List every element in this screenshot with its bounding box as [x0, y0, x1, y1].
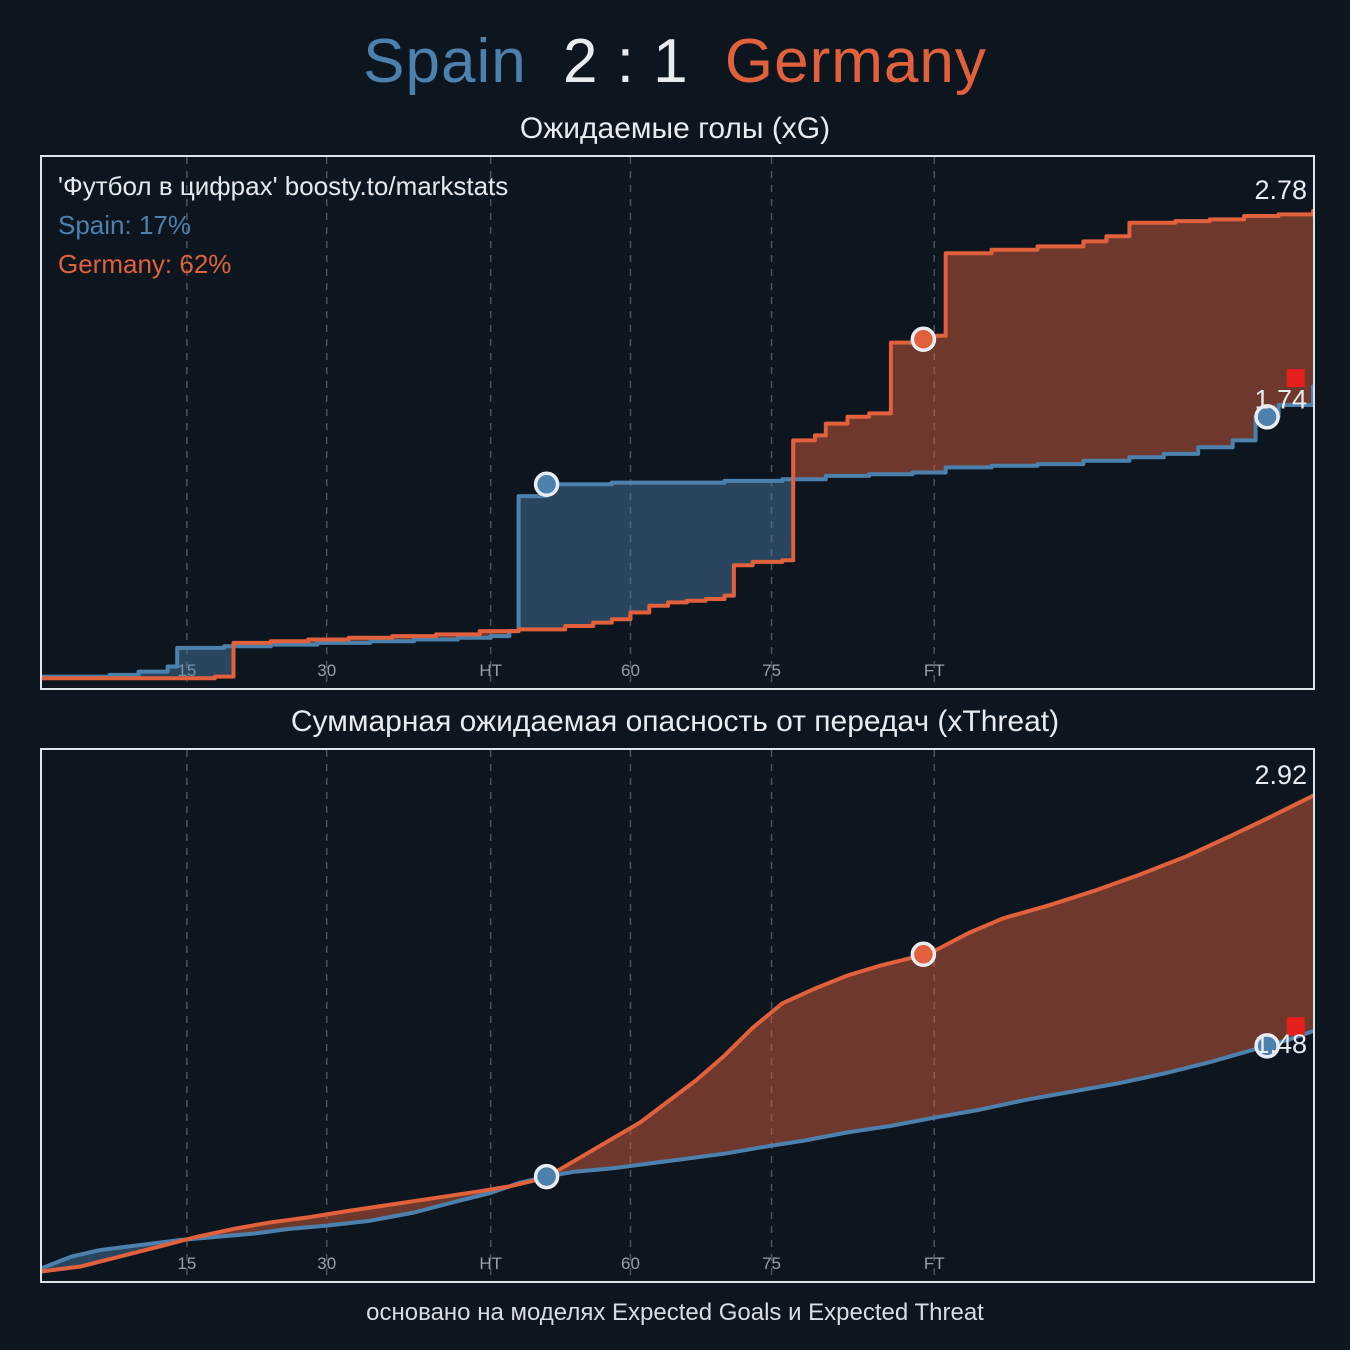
svg-text:75: 75 [762, 661, 781, 680]
xg-chart-panel: 15 30 HT 60 75 FT 1.74 2.78 'Футбол в цифрах' b… [40, 155, 1315, 691]
svg-text:75: 75 [762, 1254, 781, 1273]
svg-text:1.48: 1.48 [1254, 1029, 1307, 1059]
watermark-credit: 'Футбол в цифрах' boosty.to/markstats [58, 171, 509, 202]
away-team-name: Germany [724, 27, 987, 96]
svg-text:FT: FT [924, 1254, 945, 1273]
home-win-probability: Spain: 17% [58, 210, 191, 241]
svg-text:30: 30 [317, 1254, 336, 1273]
scoreline: Spain 2 : 1 Germany [0, 0, 1350, 97]
xthreat-chart-panel: 15 30 HT 60 75 FT 1.48 2.92 [40, 748, 1315, 1284]
xg-chart: 15 30 HT 60 75 FT 1.74 2.78 [42, 157, 1313, 689]
svg-text:30: 30 [317, 661, 336, 680]
xg-chart-title: Ожидаемые голы (xG) [519, 112, 831, 146]
svg-text:15: 15 [177, 661, 196, 680]
svg-text:HT: HT [479, 1254, 502, 1273]
footer-note: основано на моделях Expected Goals и Exp… [366, 1299, 984, 1327]
xthreat-chart: 15 30 HT 60 75 FT 1.48 2.92 [42, 750, 1313, 1282]
watermark: 'Футбол в цифрах' boosty.to/markstats Sp… [58, 167, 508, 284]
match-score: 2 : 1 [562, 27, 689, 96]
svg-text:HT: HT [479, 661, 502, 680]
svg-text:15: 15 [177, 1254, 196, 1273]
svg-text:60: 60 [621, 1254, 640, 1273]
svg-text:FT: FT [924, 661, 945, 680]
svg-text:60: 60 [621, 661, 640, 680]
home-team-name: Spain [363, 27, 527, 96]
svg-text:1.74: 1.74 [1254, 385, 1307, 415]
xthreat-chart-title: Суммарная ожидаемая опасность от передач… [290, 705, 1060, 739]
away-win-probability: Germany: 62% [58, 249, 232, 280]
svg-text:2.78: 2.78 [1254, 175, 1307, 205]
svg-text:2.92: 2.92 [1254, 760, 1307, 790]
